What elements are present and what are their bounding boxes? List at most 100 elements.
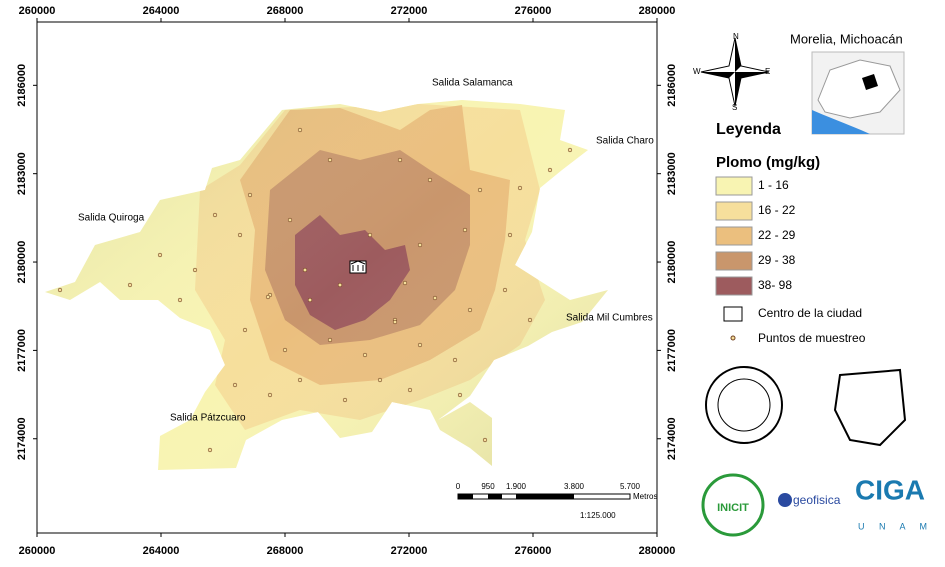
x-tick-label: 280000 [639,5,676,17]
place-label: Salida Charo [596,136,654,147]
scale-label: 0 [456,482,461,491]
sample-point [207,447,213,453]
scale-unit: Metros [633,492,657,501]
unam-seal [833,368,907,447]
x-tick-label: 276000 [515,545,552,557]
sample-point [417,242,423,248]
sample-point [297,377,303,383]
geofisica-globe [778,493,792,507]
legend-swatch [715,226,753,246]
sample-point [502,287,508,293]
inset-title: Morelia, Michoacán [790,31,903,46]
logo-text: geofisica [793,493,841,507]
city-center [349,260,367,274]
sample-point [547,167,553,173]
compass-label: S [732,103,737,112]
sample-point [282,347,288,353]
sample-point [377,377,383,383]
scale-label: 5.700 [620,482,641,491]
sample-point [462,227,468,233]
x-tick-label: 264000 [143,545,180,557]
sample-point [265,294,271,300]
inset-map [811,51,905,135]
legend-center-icon [723,306,743,322]
legend-label: 29 - 38 [758,253,796,267]
scale-label: 950 [481,482,495,491]
sample-point [177,297,183,303]
legend-swatch [715,176,753,196]
sample-point [267,392,273,398]
sample-point [362,352,368,358]
center-icon-detail [350,260,366,271]
place-label: Salida Salamanca [432,78,513,89]
sample-point [517,185,523,191]
scale-bar: 0 950 1.900 3.800 5.700 Metros 1:125.000 [456,482,658,520]
sample-point [367,232,373,238]
legend-points: Puntos de muestreo [758,331,866,345]
sample-point [342,397,348,403]
y-tick-label: 2180000 [666,241,678,284]
place-label: Salida Quiroga [78,213,145,224]
x-tick-label: 272000 [391,545,428,557]
sample-point [527,317,533,323]
logo-text: INICIT [717,502,749,514]
compass-fill [701,38,769,106]
compass: N E S W [693,32,770,112]
inset-sea [812,110,870,134]
sample-point [127,282,133,288]
legend-swatch [715,276,753,296]
y-tick-label: 2186000 [666,64,678,107]
legend-label: 16 - 22 [758,203,796,217]
sample-point [397,157,403,163]
compass-label: W [693,67,701,76]
sample-point [327,337,333,343]
y-tick-label: 2180000 [16,241,28,284]
sample-point [57,287,63,293]
logo-text: U N A M [858,521,933,531]
sample-point [457,392,463,398]
sample-point [212,212,218,218]
sample-point [157,252,163,258]
legend-label: 22 - 29 [758,228,796,242]
legend-center: Centro de la ciudad [758,306,862,320]
x-tick-label: 268000 [267,5,304,17]
y-tick-label: 2183000 [666,152,678,195]
scale-label: 3.800 [564,482,585,491]
sample-point [477,187,483,193]
legend-subtitle: Plomo (mg/kg) [716,154,820,171]
legend-title: Leyenda [716,121,781,138]
sample-point [302,267,308,273]
sample-point [247,192,253,198]
scale-label: 1.900 [506,482,527,491]
sample-point [232,382,238,388]
sample-point [407,387,413,393]
compass-label: E [765,67,770,76]
sample-point [567,147,573,153]
sample-point [392,319,398,325]
sample-point [327,157,333,163]
umsnh-seal [705,366,783,444]
umsnh-seal-inner [717,378,771,432]
legend-label: 38- 98 [758,278,792,292]
y-tick-label: 2174000 [16,417,28,460]
x-tick-label: 280000 [639,545,676,557]
sample-point [287,217,293,223]
sample-point [452,357,458,363]
legend-point-icon [730,335,736,341]
legend-swatch [715,251,753,271]
legend-label: 1 - 16 [758,178,789,192]
sample-point [417,342,423,348]
sample-points [57,127,573,453]
sample-point [192,267,198,273]
x-tick-label: 264000 [143,5,180,17]
x-tick-label: 260000 [19,5,56,17]
sample-point [337,282,343,288]
scale-segment [488,494,502,499]
logos: INICIT geofisica CIGA U N A M [701,366,933,537]
sample-point [467,307,473,313]
sample-point [237,232,243,238]
y-tick-label: 2177000 [16,329,28,372]
inset-city [862,74,878,90]
y-tick-label: 2183000 [16,152,28,195]
sample-point [307,297,313,303]
